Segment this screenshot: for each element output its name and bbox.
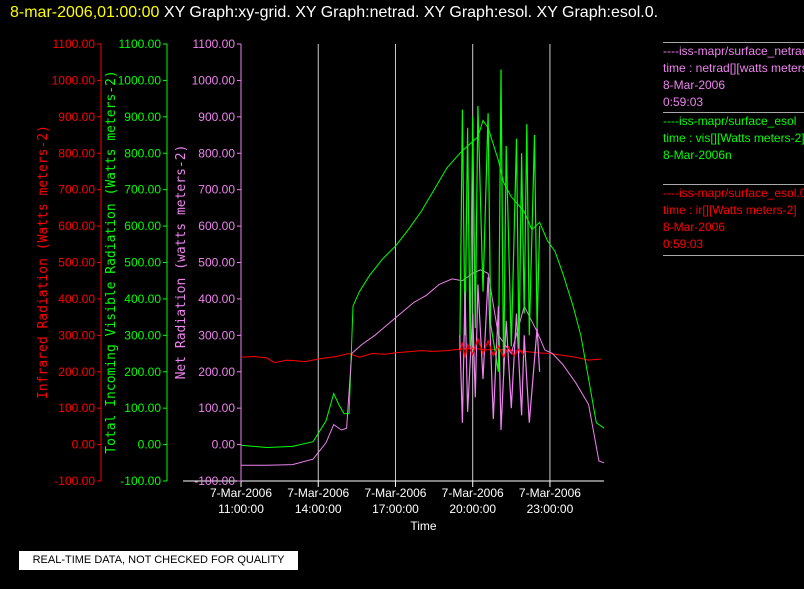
legend-divider [663,255,804,256]
net-y-tick-label: 500.00 [198,256,235,270]
legend-infrared-line3: 8-Mar-2006 [663,220,726,234]
net-y-tick-label: 700.00 [198,183,235,197]
infrared-y-tick-label: 200.00 [58,365,95,379]
infrared-y-tick-label: 300.00 [58,328,95,342]
legend-net-line1: ----iss-mapr/surface_netrad [663,44,804,58]
legend-infrared: ----iss-mapr/surface_esol.0 time : ir[][… [663,184,804,256]
legend-infrared-line1: ----iss-mapr/surface_esol.0 [663,186,804,200]
x-tick-date: 7-Mar-2006 [287,486,349,500]
title-timestamp: 8-mar-2006,01:00:00 [10,4,160,21]
quality-banner: REAL-TIME DATA, NOT CHECKED FOR QUALITY [19,551,298,570]
net-y-tick-label: 1100.00 [193,37,236,51]
legend-divider [663,184,804,185]
x-tick-date: 7-Mar-2006 [519,486,581,500]
infrared-y-tick-label: 100.00 [58,401,95,415]
x-tick-date: 7-Mar-2006 [210,486,272,500]
infrared_noise-series-line [459,337,525,359]
x-tick-time: 11:00:00 [218,502,264,516]
legend-net-line4: 0:59:03 [663,95,704,109]
infrared-y-tick-label: 1000.00 [52,73,96,87]
legend-visible-line3: 8-Mar-2006n [663,148,732,162]
net-y-tick-label: -100.00 [194,474,235,488]
legend-divider [663,112,804,113]
visible-series-line [240,119,605,449]
infrared-y-tick-label: 500.00 [58,256,95,270]
page-title: 8-mar-2006,01:00:00 XY Graph:xy-grid. XY… [10,4,658,22]
x-tick-time: 14:00:00 [295,502,342,516]
visible-y-tick-label: 900.00 [124,110,161,124]
legend-infrared-line4: 0:59:03 [663,237,704,251]
infrared-y-tick-label: 400.00 [58,292,95,306]
x-tick-time: 20:00:00 [449,502,496,516]
x-tick-date: 7-Mar-2006 [442,486,504,500]
legend-visible: ----iss-mapr/surface_esol time : vis[][W… [663,112,804,164]
title-graph-list: XY Graph:xy-grid. XY Graph:netrad. XY Gr… [163,4,659,21]
visible-y-tick-label: 200.00 [124,365,161,379]
net-y-tick-label: 600.00 [198,219,235,233]
visible-y-tick-label: 500.00 [124,256,161,270]
visible-y-tick-label: 100.00 [124,401,161,415]
legend-net-line2: time : netrad[][watts meters-2] [663,61,804,75]
legend-visible-line2: time : vis[][Watts meters-2] [663,131,804,145]
visible-y-tick-label: 1100.00 [119,37,162,51]
x-tick-date: 7-Mar-2006 [364,486,426,500]
visible-y-tick-label: 1000.00 [118,73,162,87]
legend-net-line3: 8-Mar-2006 [663,78,726,92]
x-tick-time: 17:00:00 [372,502,419,516]
legend-divider [663,42,804,43]
visible-y-tick-label: 0.00 [138,438,162,452]
x-tick-time: 23:00:00 [527,502,574,516]
infrared-y-tick-label: -100.00 [54,474,95,488]
visible-y-tick-label: 700.00 [124,183,161,197]
visible-y-tick-label: 600.00 [124,219,161,233]
net-y-axis-label: Net Radiation (watts meters-2) [174,145,189,380]
visible_noise-series-line [459,69,541,376]
visible-y-axis-label: Total Incoming Visible Radiation (Watts … [104,70,119,454]
legend-infrared-line2: time : ir[][Watts meters-2] [663,203,797,217]
net-y-tick-label: 100.00 [198,401,235,415]
legend-net: ----iss-mapr/surface_netrad time : netra… [663,42,804,111]
net_noise-series-line [459,277,541,431]
net-y-tick-label: 0.00 [212,438,236,452]
net-y-tick-label: 800.00 [198,146,235,160]
net-series-line [241,269,605,466]
visible-y-tick-label: 300.00 [124,328,161,342]
infrared-y-tick-label: 700.00 [58,183,95,197]
visible-y-tick-label: 400.00 [124,292,161,306]
x-axis-label: Time [410,519,437,533]
infrared-y-tick-label: 0.00 [72,438,96,452]
infrared-y-tick-label: 800.00 [58,146,95,160]
net-y-tick-label: 300.00 [198,328,235,342]
net-y-tick-label: 400.00 [198,292,235,306]
legend-visible-line1: ----iss-mapr/surface_esol [663,114,797,128]
infrared-y-tick-label: 600.00 [58,219,95,233]
infrared-y-tick-label: 1100.00 [53,37,96,51]
infrared-series-line [240,347,602,364]
net-y-tick-label: 900.00 [198,110,235,124]
visible-y-tick-label: -100.00 [120,474,161,488]
infrared-y-axis-label: Infrared Radiation (Watts meters-2) [36,125,51,399]
infrared-y-tick-label: 900.00 [58,110,95,124]
net-y-tick-label: 1000.00 [192,73,236,87]
visible-y-tick-label: 800.00 [124,146,161,160]
net-y-tick-label: 200.00 [198,365,235,379]
